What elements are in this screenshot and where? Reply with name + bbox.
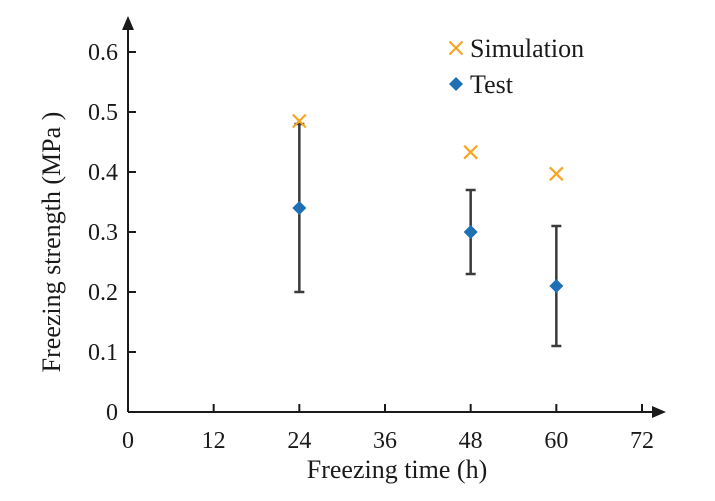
y-tick-label: 0 xyxy=(106,400,118,426)
x-axis-title: Freezing time (h) xyxy=(307,455,488,484)
y-axis-title: Freezing strength (MPa ) xyxy=(37,112,66,373)
x-tick-label: 12 xyxy=(202,428,226,454)
simulation-point xyxy=(463,144,478,160)
error-bars xyxy=(294,122,562,348)
x-stroke xyxy=(292,113,307,129)
legend: Simulation Test xyxy=(448,34,584,99)
simulation-point xyxy=(549,166,564,182)
y-tick-label: 0.1 xyxy=(88,340,118,366)
test-point xyxy=(292,201,307,215)
legend-marker-simulation xyxy=(448,40,464,56)
y-tick-label: 0.3 xyxy=(88,220,118,246)
x-stroke xyxy=(448,40,464,56)
axes xyxy=(122,16,666,418)
legend-label-simulation: Simulation xyxy=(470,34,584,63)
x-tick-label: 36 xyxy=(373,428,397,454)
y-tick-label: 0.6 xyxy=(88,40,118,66)
legend-label-test: Test xyxy=(470,70,514,99)
y-tick-label: 0.5 xyxy=(88,100,118,126)
x-tick-label: 24 xyxy=(287,428,311,454)
simulation-point xyxy=(292,113,307,129)
test-point xyxy=(463,225,478,239)
x-tick-label: 48 xyxy=(459,428,483,454)
x-tick-label: 60 xyxy=(544,428,568,454)
legend-marker-test xyxy=(449,77,463,91)
x-tick-label: 0 xyxy=(122,428,134,454)
y-tick-label: 0.2 xyxy=(88,280,118,306)
x-stroke xyxy=(549,166,564,182)
y-tick-label: 0.4 xyxy=(88,160,118,186)
x-stroke xyxy=(463,144,478,160)
y-axis-arrow xyxy=(122,16,134,30)
x-tick-label: 72 xyxy=(630,428,654,454)
ticks: 0 0.1 0.2 0.3 0.4 0.5 0.6 0 12 24 36 48 60 72 xyxy=(88,40,654,454)
test-point xyxy=(549,279,564,293)
data-points xyxy=(292,113,564,293)
x-axis-arrow xyxy=(652,406,666,418)
